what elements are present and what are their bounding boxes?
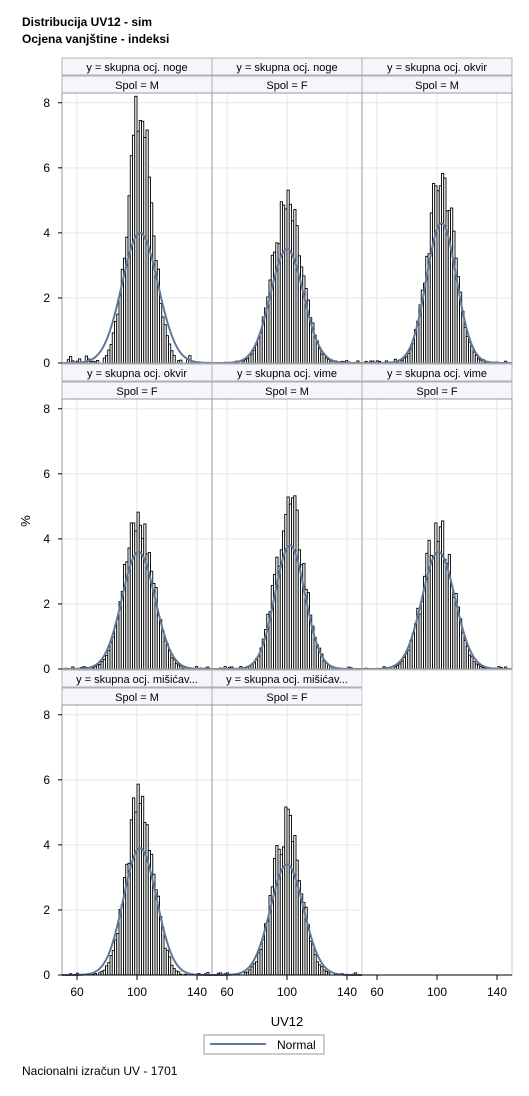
normal-curve <box>212 863 362 976</box>
y-tick-label: 8 <box>43 402 50 416</box>
x-tick-label: 140 <box>487 985 507 999</box>
y-tick-label: 2 <box>43 903 50 917</box>
panel-header-y <box>361 57 513 76</box>
x-tick-label: 100 <box>427 985 447 999</box>
panel-label-y: y = skupna ocj. vime <box>237 368 337 380</box>
panel-label-spol: Spol = M <box>415 80 459 92</box>
y-tick-label: 2 <box>43 597 50 611</box>
y-tick-label: 4 <box>43 838 50 852</box>
panel-label-spol: Spol = M <box>115 692 159 704</box>
x-tick-label: 100 <box>127 985 147 999</box>
y-tick-label: 6 <box>43 467 50 481</box>
panel-label-y: y = skupna ocj. mišićav... <box>226 674 348 686</box>
panel-label-spol: Spol = M <box>265 386 309 398</box>
y-tick-label: 6 <box>43 773 50 787</box>
panel-label-y: y = skupna ocj. noge <box>236 62 337 74</box>
footnote: Nacionalni izračun UV - 1701 <box>22 1064 178 1078</box>
y-tick-label: 4 <box>43 532 50 546</box>
x-tick-label: 60 <box>370 985 384 999</box>
panel-label-spol: Spol = F <box>266 692 308 704</box>
normal-curve <box>62 550 212 670</box>
panel-frame <box>361 398 513 670</box>
panel-header-y <box>361 363 513 382</box>
panel-frame <box>361 92 513 364</box>
y-tick-label: 0 <box>43 968 50 982</box>
y-tick-label: 0 <box>43 662 50 676</box>
y-tick-label: 0 <box>43 356 50 370</box>
x-axis-title: UV12 <box>271 1014 304 1029</box>
chart-subtitle: Ocjena vanjštine - indeksi <box>22 32 170 46</box>
y-tick-label: 8 <box>43 96 50 110</box>
y-tick-label: 6 <box>43 161 50 175</box>
normal-curve <box>212 248 362 364</box>
y-tick-label: 4 <box>43 226 50 240</box>
panel-label-y: y = skupna ocj. noge <box>86 62 187 74</box>
panel-label-spol: Spol = M <box>115 80 159 92</box>
y-tick-label: 8 <box>43 708 50 722</box>
x-tick-label: 60 <box>70 985 84 999</box>
x-tick-label: 100 <box>277 985 297 999</box>
panel-label-y: y = skupna ocj. vime <box>387 368 487 380</box>
histogram-bar <box>172 354 176 364</box>
y-tick-label: 2 <box>43 291 50 305</box>
normal-curve <box>62 231 213 364</box>
x-tick-label: 60 <box>220 985 234 999</box>
chart-title: Distribucija UV12 - sim <box>22 15 153 29</box>
panel-label-y: y = skupna ocj. okvir <box>387 62 487 74</box>
panel-label-spol: Spol = F <box>116 386 158 398</box>
normal-curve <box>362 550 512 670</box>
panel-label-spol: Spol = F <box>416 386 458 398</box>
legend-label-normal: Normal <box>277 1038 316 1052</box>
x-tick-label: 140 <box>337 985 357 999</box>
normal-curve <box>62 847 212 976</box>
empty-panel-frame <box>361 669 513 976</box>
x-tick-label: 140 <box>187 985 207 999</box>
y-axis-title: % <box>18 515 33 527</box>
panel-label-y: y = skupna ocj. mišićav... <box>76 674 198 686</box>
panel-label-y: y = skupna ocj. okvir <box>87 368 187 380</box>
panel-label-spol: Spol = F <box>266 80 308 92</box>
